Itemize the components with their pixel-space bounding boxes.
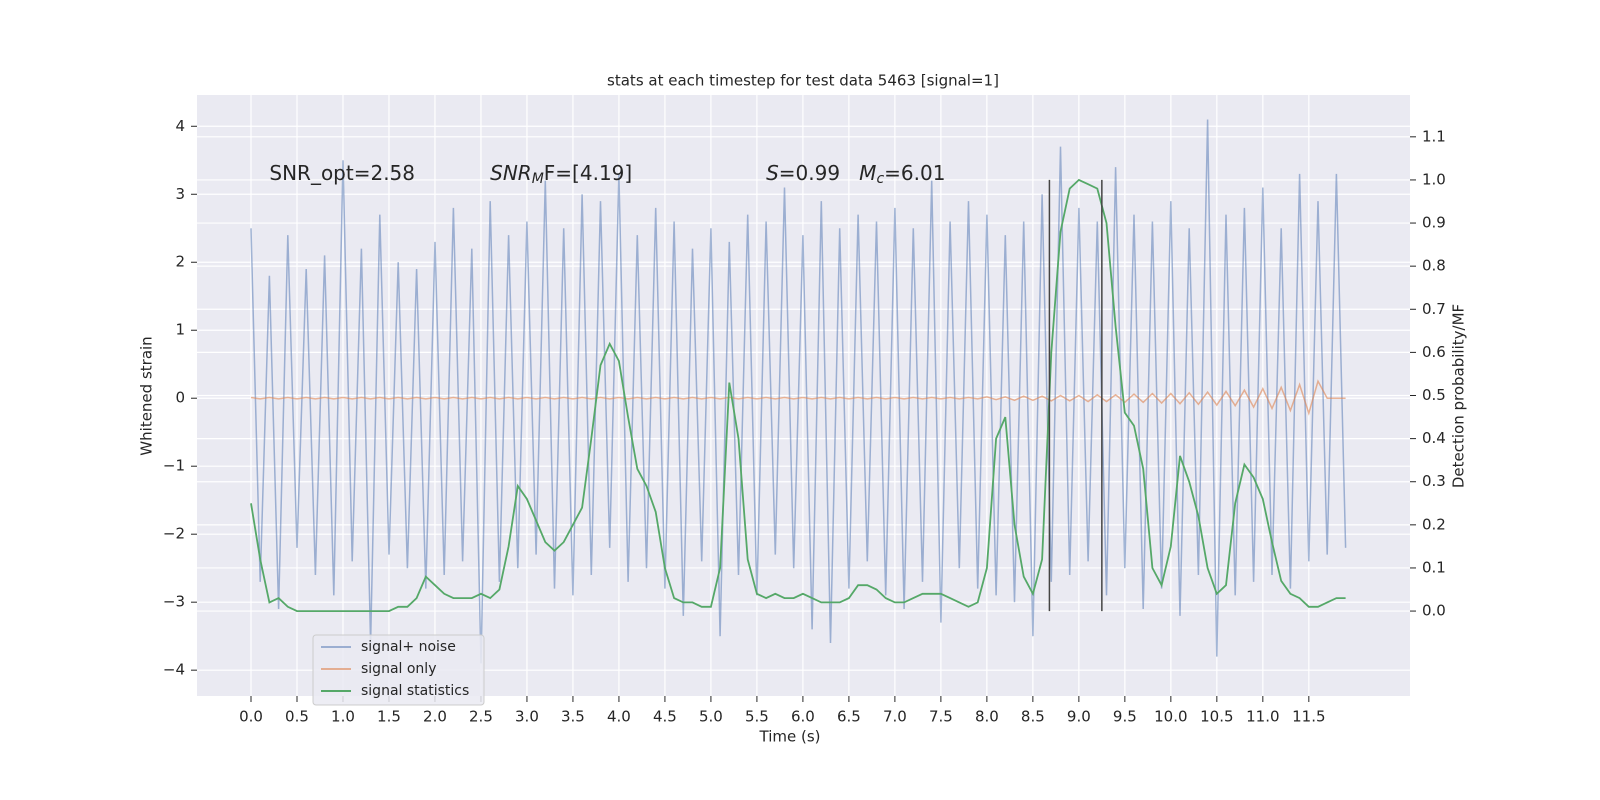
x-tick-label: 4.0 [607, 708, 631, 726]
x-tick-label: 1.0 [331, 708, 355, 726]
annotation-part: M [859, 160, 876, 184]
annotation-part: =6.01 [884, 160, 945, 184]
annotation: SNR_opt=2.58 [269, 160, 415, 184]
y-tick-label: 2 [175, 253, 185, 271]
y2-axis-label: Detection probability/MF [1450, 304, 1468, 488]
annotation-part: M [532, 171, 544, 187]
y2-tick-label: 0.3 [1422, 472, 1446, 490]
x-tick-label: 5.0 [699, 708, 723, 726]
y-tick-label: −1 [163, 457, 185, 475]
y2-tick-label: 1.1 [1422, 127, 1446, 145]
y-tick-label: 1 [175, 321, 185, 339]
x-tick-label: 3.0 [515, 708, 539, 726]
legend-label: signal statistics [361, 683, 469, 699]
x-tick-label: 6.0 [791, 708, 815, 726]
x-tick-label: 10.5 [1200, 708, 1233, 726]
x-tick-label: 9.5 [1113, 708, 1137, 726]
y2-tick-label: 0.8 [1422, 257, 1446, 275]
y2-tick-label: 0.1 [1422, 558, 1446, 576]
x-tick-label: 11.5 [1292, 708, 1325, 726]
x-axis-label: Time (s) [759, 728, 821, 746]
x-tick-label: 11.0 [1246, 708, 1279, 726]
x-tick-label: 2.5 [469, 708, 493, 726]
series-line [250, 119, 1347, 664]
chart-title: stats at each timestep for test data 546… [607, 72, 999, 90]
legend-label: signal only [361, 661, 436, 677]
y2-tick-label: 0.0 [1422, 602, 1446, 620]
legend-box [312, 634, 485, 706]
annotation: SNRMF=[4.19] [490, 160, 632, 187]
x-tick-label: 5.5 [745, 708, 769, 726]
annotation-part: S [766, 160, 779, 184]
x-tick-label: 2.0 [423, 708, 447, 726]
x-tick-label: 8.5 [1021, 708, 1045, 726]
x-tick-label: 7.5 [929, 708, 953, 726]
y-tick-label: −4 [163, 661, 185, 679]
y-tick-label: 3 [175, 185, 185, 203]
x-tick-label: 9.0 [1067, 708, 1091, 726]
y2-tick-label: 0.2 [1422, 515, 1446, 533]
annotation: S=0.99 Mc=6.01 [766, 160, 945, 187]
y-tick-label: −3 [163, 593, 185, 611]
x-tick-label: 3.5 [561, 708, 585, 726]
y2-tick-label: 0.6 [1422, 343, 1446, 361]
annotation-part: F=[4.19] [544, 160, 632, 184]
y-axis-label: Whitened strain [138, 336, 156, 455]
y2-tick-label: 0.5 [1422, 386, 1446, 404]
y2-tick-label: 0.7 [1422, 300, 1446, 318]
x-tick-label: 10.0 [1154, 708, 1187, 726]
y-tick-label: 4 [175, 117, 185, 135]
y2-tick-label: 0.4 [1422, 429, 1446, 447]
x-tick-label: 8.0 [975, 708, 999, 726]
x-tick-label: 0.0 [239, 708, 263, 726]
series-line [250, 178, 1346, 612]
x-tick-label: 4.5 [653, 708, 677, 726]
y-tick-label: 0 [175, 389, 185, 407]
x-tick-label: 1.5 [377, 708, 401, 726]
x-tick-label: 6.5 [837, 708, 861, 726]
y2-tick-label: 0.9 [1422, 214, 1446, 232]
x-tick-label: 0.5 [285, 708, 309, 726]
y2-tick-label: 1.0 [1422, 170, 1446, 188]
legend-label: signal+ noise [361, 639, 456, 655]
annotation-part: =0.99 [779, 160, 859, 184]
annotation-part: c [876, 171, 884, 187]
x-tick-label: 7.0 [883, 708, 907, 726]
series-line [250, 379, 1346, 416]
annotation-part: SNR_opt=2.58 [269, 160, 415, 184]
y-tick-label: −2 [163, 525, 185, 543]
annotation-part: SNR [490, 160, 532, 184]
